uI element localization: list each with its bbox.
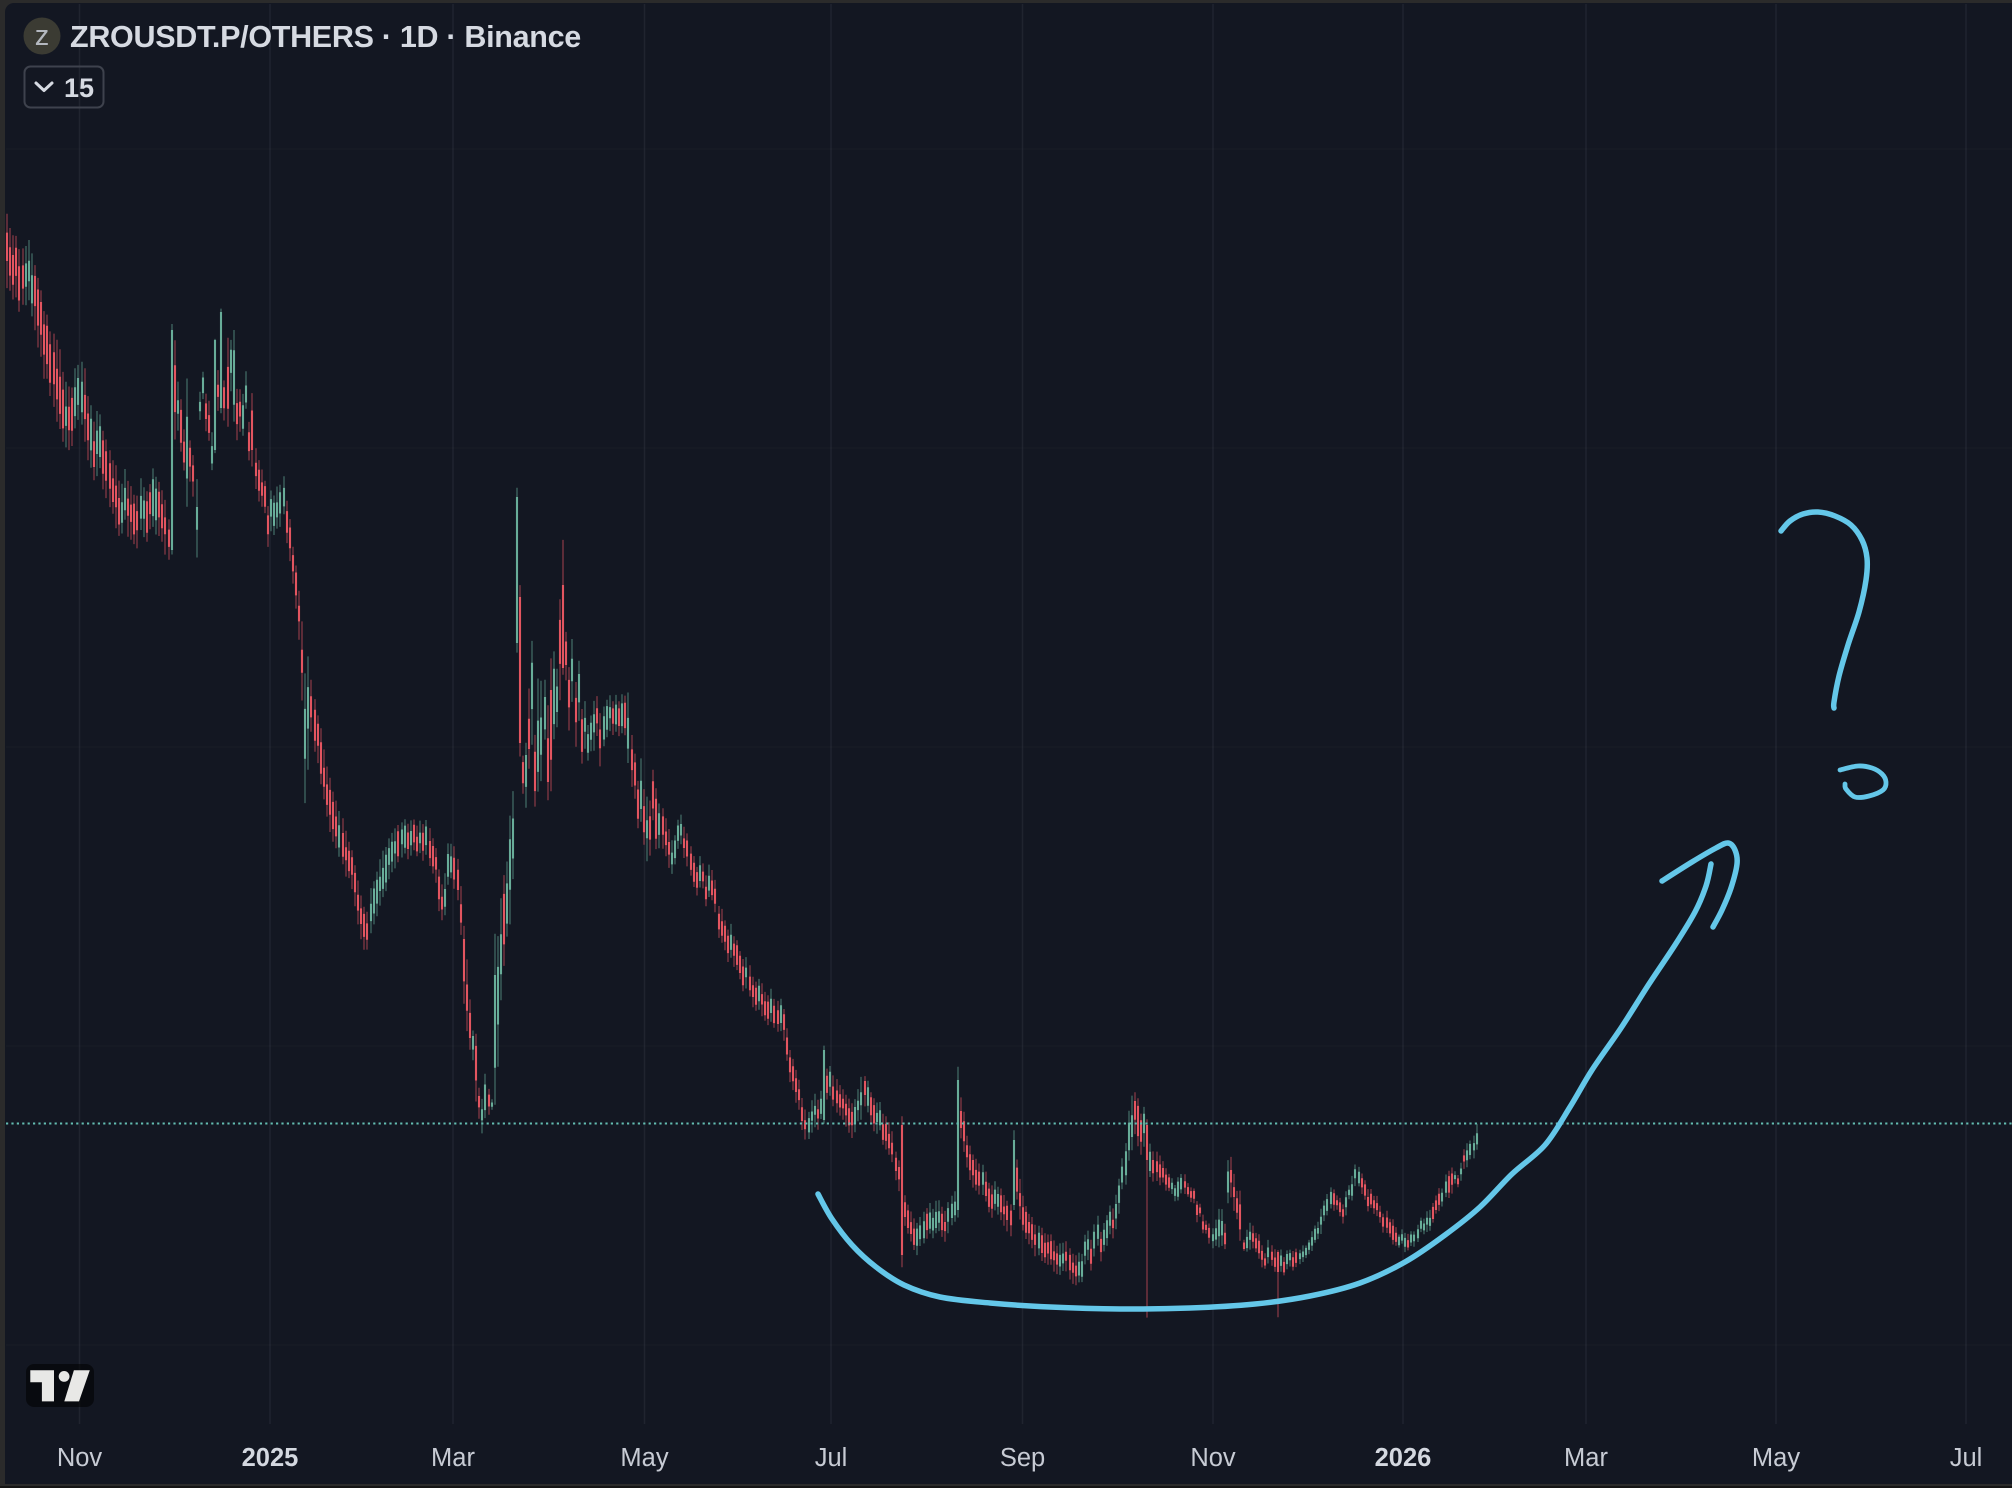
svg-text:Jul: Jul — [1950, 1444, 1983, 1472]
svg-text:May: May — [620, 1444, 668, 1472]
svg-text:Nov: Nov — [57, 1444, 103, 1472]
svg-text:Mar: Mar — [431, 1444, 475, 1472]
svg-text:Jul: Jul — [815, 1444, 848, 1472]
svg-text:ZROUSDT.P/OTHERS · 1D · Binanc: ZROUSDT.P/OTHERS · 1D · Binance — [70, 20, 581, 54]
svg-text:May: May — [1752, 1444, 1800, 1472]
svg-text:Mar: Mar — [1564, 1444, 1608, 1472]
svg-text:2026: 2026 — [1375, 1444, 1432, 1472]
svg-text:Nov: Nov — [1190, 1444, 1236, 1472]
svg-text:z: z — [35, 20, 50, 52]
svg-text:Sep: Sep — [1000, 1444, 1045, 1472]
svg-text:15: 15 — [64, 73, 94, 103]
svg-text:2025: 2025 — [242, 1444, 299, 1472]
